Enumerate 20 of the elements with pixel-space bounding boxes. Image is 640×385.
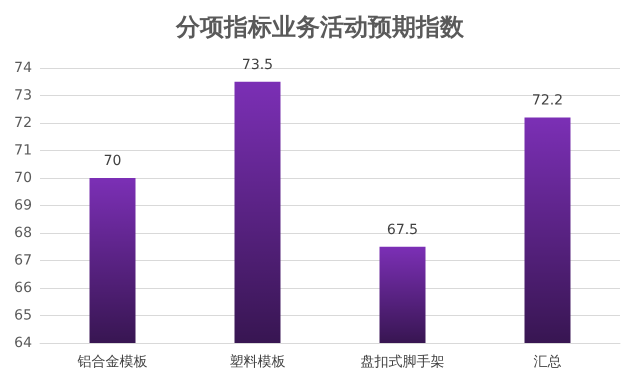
x-tick-label: 汇总 bbox=[534, 354, 562, 370]
x-tick-label: 塑料模板 bbox=[230, 354, 286, 370]
y-tick-label: 65 bbox=[14, 308, 32, 324]
data-label: 73.5 bbox=[242, 56, 274, 73]
y-tick-label: 71 bbox=[14, 142, 32, 158]
y-tick-label: 69 bbox=[14, 198, 32, 214]
y-tick-label: 73 bbox=[14, 88, 32, 104]
data-label: 67.5 bbox=[386, 222, 418, 238]
y-tick-label: 67 bbox=[14, 252, 32, 268]
data-label: 72.2 bbox=[532, 92, 564, 108]
x-tick-label: 铝合金模板 bbox=[76, 354, 148, 370]
y-tick-label: 66 bbox=[14, 280, 32, 296]
y-tick-label: 74 bbox=[14, 60, 32, 76]
y-tick-label: 68 bbox=[14, 225, 32, 241]
y-tick-label: 64 bbox=[14, 335, 32, 351]
y-tick-label: 70 bbox=[14, 170, 32, 186]
chart-title: 分项指标业务活动预期指数 bbox=[175, 13, 465, 41]
y-tick-label: 72 bbox=[14, 115, 32, 131]
x-tick-label: 盘扣式脚手架 bbox=[360, 354, 444, 370]
data-label: 70 bbox=[104, 153, 122, 169]
